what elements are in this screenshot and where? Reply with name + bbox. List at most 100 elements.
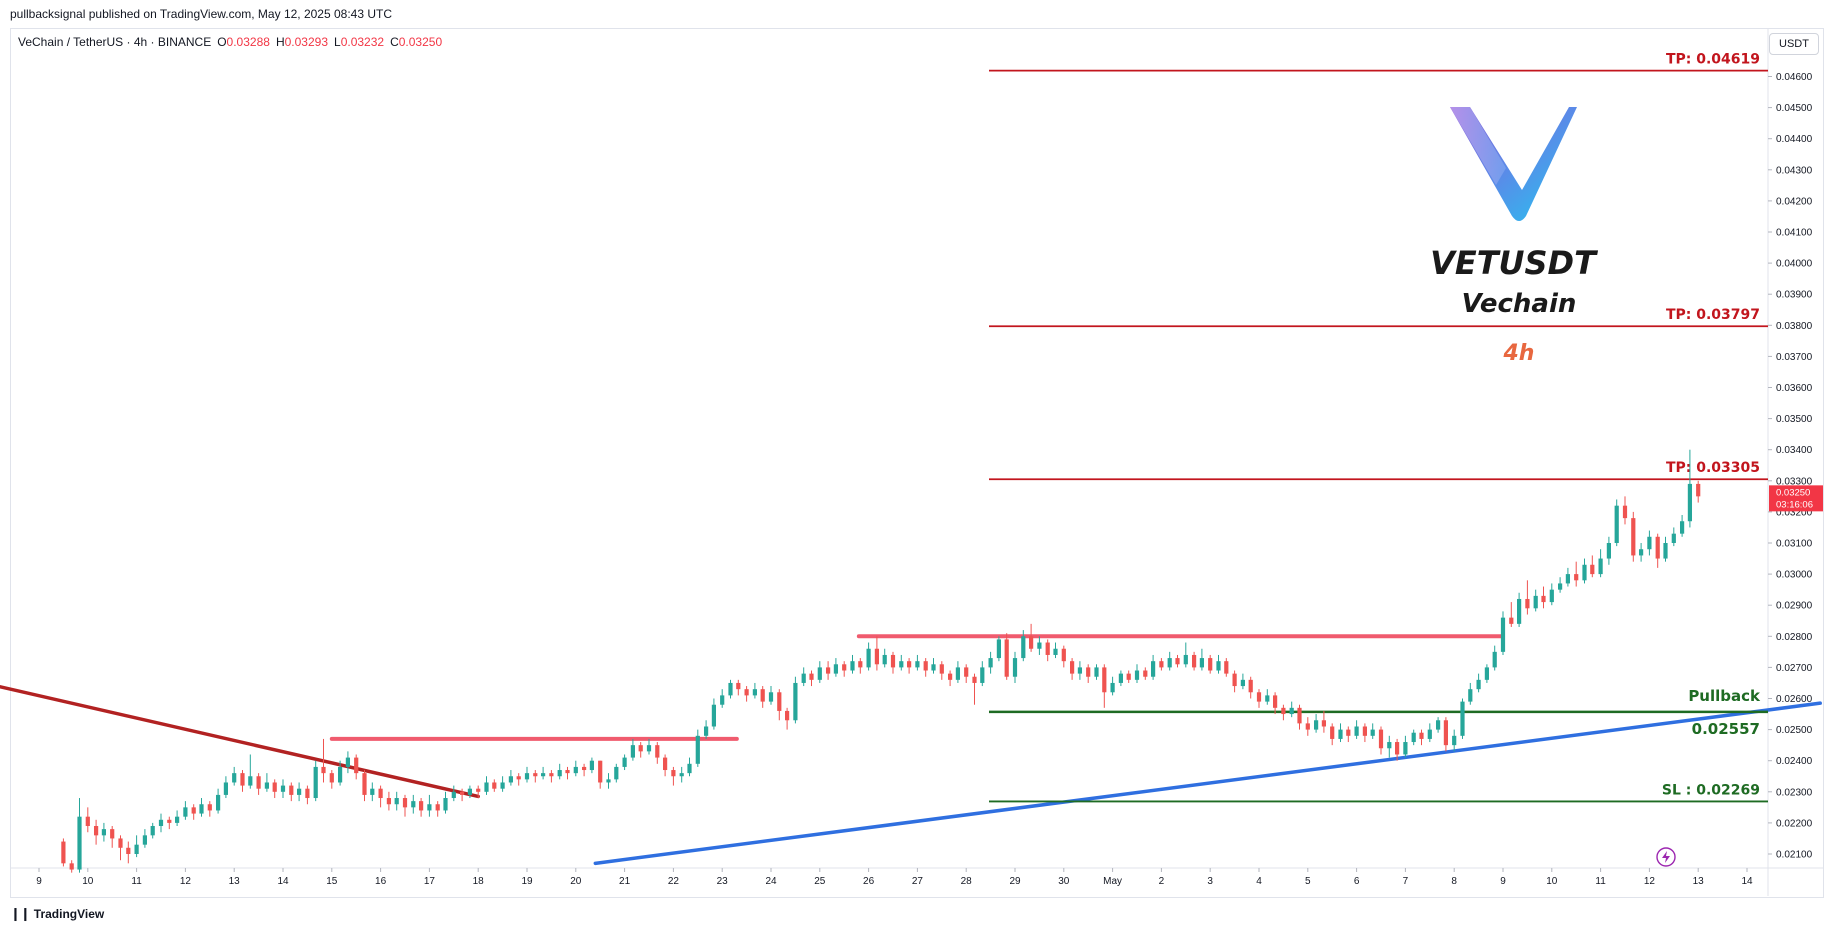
candle[interactable] <box>980 661 985 687</box>
candle[interactable] <box>858 658 863 674</box>
candle[interactable] <box>972 673 977 705</box>
candle[interactable] <box>744 686 749 702</box>
candle[interactable] <box>1557 577 1563 593</box>
candle[interactable] <box>711 698 717 730</box>
candle[interactable] <box>1590 555 1595 578</box>
candle[interactable] <box>777 689 782 721</box>
candle[interactable] <box>541 766 546 780</box>
candle[interactable] <box>134 835 139 858</box>
candle[interactable] <box>1110 676 1115 696</box>
candle[interactable] <box>1167 651 1172 671</box>
candle[interactable] <box>1574 561 1579 587</box>
candle[interactable] <box>386 791 391 811</box>
candle[interactable] <box>695 729 700 767</box>
candle[interactable] <box>1533 589 1538 612</box>
candle[interactable] <box>354 754 359 780</box>
candle[interactable] <box>1370 723 1375 739</box>
candle[interactable] <box>1273 692 1278 715</box>
candle[interactable] <box>500 776 505 792</box>
candle[interactable] <box>232 766 237 786</box>
candle[interactable] <box>1460 698 1465 739</box>
candle[interactable] <box>687 757 692 777</box>
candle[interactable] <box>598 760 603 789</box>
candle[interactable] <box>1289 701 1294 718</box>
candle[interactable] <box>671 766 676 786</box>
legend-symbol[interactable]: VeChain / TetherUS · 4h · BINANCE <box>18 35 212 49</box>
candle[interactable] <box>833 658 839 677</box>
candle[interactable] <box>663 754 668 777</box>
candle[interactable] <box>1004 633 1009 680</box>
candle[interactable] <box>964 664 969 683</box>
candle[interactable] <box>1134 664 1140 683</box>
trend-line-descending[interactable] <box>0 684 480 799</box>
candle[interactable] <box>337 760 343 786</box>
candle[interactable] <box>1696 480 1701 503</box>
candle[interactable] <box>988 651 993 674</box>
candle[interactable] <box>484 776 489 795</box>
candle[interactable] <box>1647 530 1652 556</box>
candle[interactable] <box>1476 673 1481 693</box>
candle[interactable] <box>630 738 635 761</box>
candle[interactable] <box>1118 670 1123 687</box>
candle[interactable] <box>1265 689 1270 705</box>
candle[interactable] <box>1631 511 1636 562</box>
candle[interactable] <box>825 661 831 680</box>
candle[interactable] <box>378 785 383 808</box>
candle[interactable] <box>215 788 221 814</box>
candle[interactable] <box>581 763 587 777</box>
candle[interactable] <box>516 773 521 786</box>
candle[interactable] <box>1468 682 1473 705</box>
candle[interactable] <box>1419 729 1424 746</box>
candle[interactable] <box>1525 580 1530 615</box>
candle[interactable] <box>1012 651 1018 683</box>
candle[interactable] <box>996 636 1001 662</box>
candle[interactable] <box>1029 623 1034 652</box>
candle[interactable] <box>793 676 798 724</box>
candle[interactable] <box>736 679 741 696</box>
candle[interactable] <box>1232 670 1237 693</box>
candle[interactable] <box>1614 499 1619 547</box>
candle[interactable] <box>289 782 294 802</box>
candle[interactable] <box>1069 658 1075 680</box>
candle[interactable] <box>272 779 277 799</box>
candle[interactable] <box>411 794 416 814</box>
candle[interactable] <box>817 661 822 683</box>
candle[interactable] <box>1281 704 1286 721</box>
candle[interactable] <box>1598 549 1603 578</box>
candle[interactable] <box>1330 723 1335 746</box>
candle[interactable] <box>809 670 814 687</box>
candle[interactable] <box>1395 738 1400 761</box>
candle[interactable] <box>1622 496 1628 525</box>
candle[interactable] <box>1338 723 1343 743</box>
candle[interactable] <box>167 816 172 830</box>
candle[interactable] <box>150 822 155 839</box>
candle[interactable] <box>61 838 66 867</box>
footer-branding[interactable]: ❙❙ TradingView <box>10 906 104 922</box>
candle[interactable] <box>1443 717 1449 752</box>
candle[interactable] <box>955 661 961 683</box>
candle[interactable] <box>1639 543 1644 562</box>
candle[interactable] <box>606 773 611 789</box>
candle[interactable] <box>760 686 765 708</box>
candle[interactable] <box>850 654 855 674</box>
candle[interactable] <box>321 738 326 783</box>
candle[interactable] <box>280 779 286 799</box>
candle[interactable] <box>1362 723 1367 743</box>
flash-icon[interactable] <box>1656 847 1676 867</box>
candle[interactable] <box>93 819 99 845</box>
candle[interactable] <box>1216 654 1221 674</box>
candle[interactable] <box>199 798 204 817</box>
candle[interactable] <box>1582 558 1587 584</box>
candle[interactable] <box>1435 717 1441 733</box>
candle[interactable] <box>1077 661 1083 680</box>
candle[interactable] <box>1305 717 1310 736</box>
candle[interactable] <box>175 810 180 827</box>
candle[interactable] <box>1240 673 1245 690</box>
candle[interactable] <box>1102 664 1107 708</box>
candle[interactable] <box>614 763 619 783</box>
candle[interactable] <box>899 654 904 671</box>
candle[interactable] <box>419 798 424 817</box>
candle[interactable] <box>646 738 652 755</box>
candle[interactable] <box>1086 664 1091 683</box>
